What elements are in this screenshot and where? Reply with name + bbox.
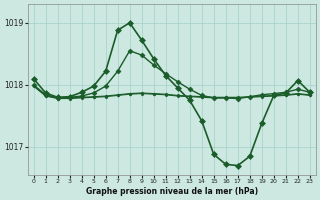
X-axis label: Graphe pression niveau de la mer (hPa): Graphe pression niveau de la mer (hPa) [86, 187, 258, 196]
